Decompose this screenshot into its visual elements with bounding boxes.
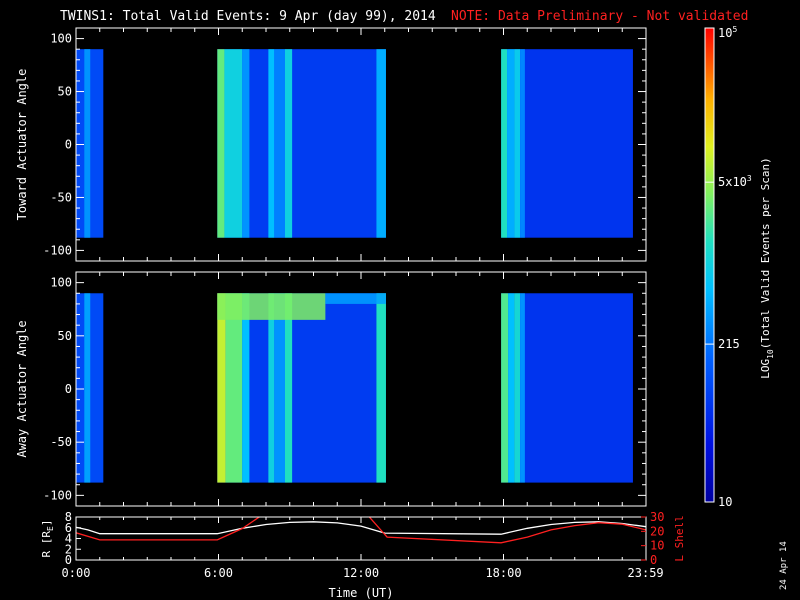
y-tick-label: -50 — [50, 190, 72, 204]
colorbar-tick-base: 5x10 — [718, 175, 747, 189]
data-stripe-4 — [268, 293, 275, 483]
y-tick-label: 4 — [65, 532, 72, 546]
figure-title: TWINS1: Total Valid Events: 9 Apr (day 9… — [60, 9, 436, 24]
data-stripe-6 — [285, 293, 293, 483]
data-stripe-7 — [376, 293, 386, 483]
y-axis-label-sub: E — [46, 526, 55, 531]
data-stripe-10 — [514, 49, 521, 238]
l-shell-line — [76, 517, 646, 544]
data-stripe-9 — [508, 293, 515, 483]
y-tick-label: 6 — [65, 521, 72, 535]
x-tick-label: 6:00 — [204, 566, 233, 580]
colorbar-tick-label: 10 — [718, 495, 732, 509]
data-stripe-8 — [501, 49, 508, 238]
colorbar-tick-sup: 3 — [747, 174, 752, 183]
away-angle-panel: 100 50 0 -50 -100 Away Actuator Angle — [15, 271, 647, 507]
y-axis-label: R [RE] — [40, 520, 55, 558]
y-tick-label: 50 — [58, 85, 72, 99]
y-tick-label: 100 — [50, 32, 72, 46]
colorbar-tick-base: 10 — [718, 495, 732, 509]
colorbar-label-base: LOG — [759, 359, 772, 379]
y2-tick-label: 0 — [650, 553, 657, 567]
data-stripe-10 — [514, 293, 521, 483]
y2-tick-label: 10 — [650, 539, 664, 553]
data-stripe-2 — [225, 293, 243, 483]
toward-angle-panel: 100 50 0 -50 -100 Toward Actuator Angle — [15, 27, 647, 262]
colorbar-tick-base: 10 — [718, 26, 732, 40]
data-stripe-2 — [224, 49, 243, 238]
data-stripe-0 — [84, 49, 91, 238]
colorbar-label-sub: 10 — [766, 349, 775, 359]
y-tick-label: 100 — [50, 276, 72, 290]
y-tick-label: -50 — [50, 435, 72, 449]
data-stripe-0 — [84, 293, 91, 483]
data-stripe-11 — [520, 49, 525, 238]
y-tick-label: 50 — [58, 329, 72, 343]
y-tick-label: -100 — [43, 243, 72, 257]
data-stripe-3 — [242, 49, 250, 238]
y-axis-label: Toward Actuator Angle — [15, 69, 29, 221]
x-tick-label: 0:00 — [62, 566, 91, 580]
y2-axis-label: L Shell — [673, 515, 686, 561]
y-tick-label: 8 — [65, 510, 72, 524]
data-stripe-5 — [274, 293, 285, 483]
data-stripe-6 — [285, 49, 293, 238]
colorbar-label: LOG10(Total Valid Events per Scan) — [759, 157, 775, 379]
y-tick-label: 2 — [65, 542, 72, 556]
y-tick-label: 0 — [65, 382, 72, 396]
data-stripe-3 — [242, 293, 250, 483]
y-axis-label: Away Actuator Angle — [15, 320, 29, 457]
colorbar-scale — [704, 27, 715, 503]
data-band-0 — [217, 293, 326, 320]
colorbar-tick-label: 5x103 — [718, 174, 752, 189]
data-band-1 — [325, 293, 386, 304]
colorbar-tick-base: 215 — [718, 337, 740, 351]
colorbar-tick-label: 105 — [718, 25, 737, 40]
data-stripe-8 — [501, 293, 509, 483]
y-axis-label-base: R [R — [40, 531, 53, 558]
y-tick-label: -100 — [43, 488, 72, 502]
y2-tick-label: 20 — [650, 524, 664, 538]
y-tick-label: 0 — [65, 553, 72, 567]
data-stripe-4 — [268, 49, 275, 238]
preliminary-note: NOTE: Data Preliminary - Not validated — [451, 9, 748, 24]
x-tick-label: 12:00 — [343, 566, 379, 580]
y2-tick-label: 30 — [650, 510, 664, 524]
data-stripe-1 — [217, 293, 226, 483]
y-tick-label: 0 — [65, 138, 72, 152]
data-stripe-5 — [274, 49, 285, 238]
colorbar-label-rest: (Total Valid Events per Scan) — [759, 157, 772, 349]
data-stripe-11 — [520, 293, 525, 483]
y-axis-label-end: ] — [40, 520, 53, 527]
data-stripe-7 — [376, 49, 386, 238]
data-stripe-1 — [217, 49, 225, 238]
data-stripe-9 — [507, 49, 515, 238]
colorbar-tick-label: 215 — [718, 337, 740, 351]
date-stamp: 24 Apr 14 — [779, 541, 789, 590]
colorbar-tick-sup: 5 — [732, 25, 737, 34]
x-axis-label: Time (UT) — [328, 586, 393, 600]
radius-line — [76, 521, 646, 535]
x-tick-label: 23:59 — [628, 566, 664, 580]
x-tick-label: 18:00 — [485, 566, 521, 580]
